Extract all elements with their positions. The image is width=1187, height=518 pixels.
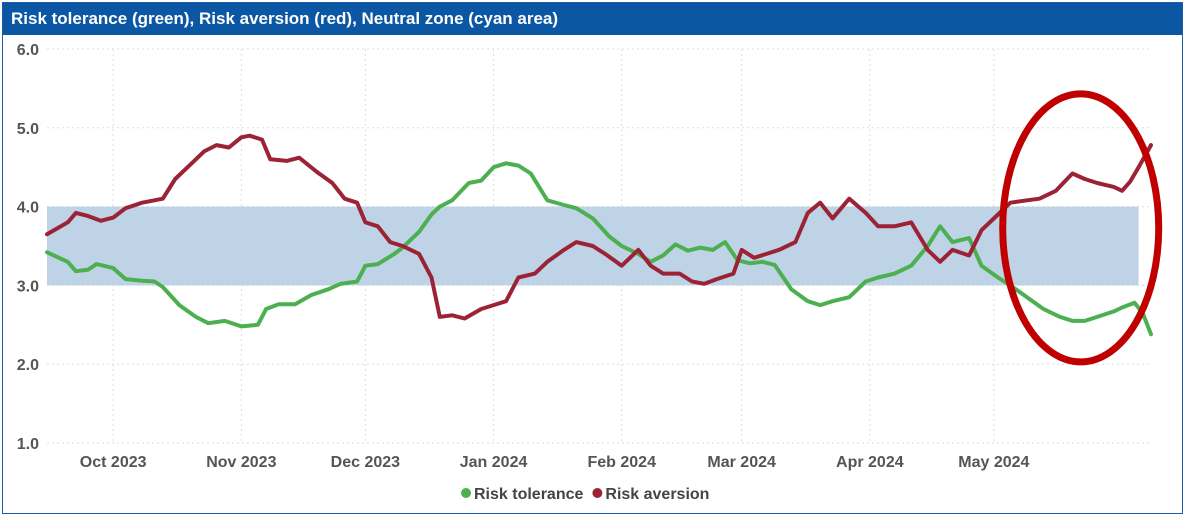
line-chart: 1.0 2.0 3.0 4.0 5.0 6.0 Oct 2023 Nov 2023 Dec 2… bbox=[17, 42, 1163, 503]
series-layer bbox=[45, 133, 1153, 337]
series-line-risk-tolerance bbox=[45, 161, 1153, 337]
x-tick-label: Mar 2024 bbox=[707, 454, 776, 471]
y-tick-label: 4.0 bbox=[17, 200, 39, 217]
y-tick-label: 3.0 bbox=[17, 278, 39, 295]
y-tick-label: 1.0 bbox=[17, 436, 39, 453]
y-tick-label: 2.0 bbox=[17, 357, 39, 374]
x-tick-label: Feb 2024 bbox=[587, 454, 656, 471]
x-tick-label: Jan 2024 bbox=[460, 454, 528, 471]
x-axis: Oct 2023 Nov 2023 Dec 2023 Jan 2024 Feb 2024… bbox=[80, 454, 1030, 471]
y-tick-label: 5.0 bbox=[17, 121, 39, 138]
y-tick-label: 6.0 bbox=[17, 42, 39, 59]
x-tick-label: Dec 2023 bbox=[331, 454, 400, 471]
y-axis: 1.0 2.0 3.0 4.0 5.0 6.0 bbox=[17, 42, 39, 453]
title-bar: Risk tolerance (green), Risk aversion (r… bbox=[3, 3, 1182, 35]
legend-label: Risk aversion bbox=[605, 486, 709, 503]
legend: Risk tolerance Risk aversion bbox=[461, 486, 709, 503]
x-tick-label: Oct 2023 bbox=[80, 454, 147, 471]
legend-label: Risk tolerance bbox=[474, 486, 583, 503]
legend-marker bbox=[461, 488, 471, 498]
chart-title: Risk tolerance (green), Risk aversion (r… bbox=[11, 9, 559, 28]
x-tick-label: Apr 2024 bbox=[836, 454, 904, 471]
highlight-ellipse bbox=[999, 90, 1163, 366]
legend-marker bbox=[592, 488, 603, 498]
x-tick-label: May 2024 bbox=[958, 454, 1029, 471]
series-line-risk-aversion bbox=[45, 133, 1153, 321]
x-tick-label: Nov 2023 bbox=[206, 454, 276, 471]
